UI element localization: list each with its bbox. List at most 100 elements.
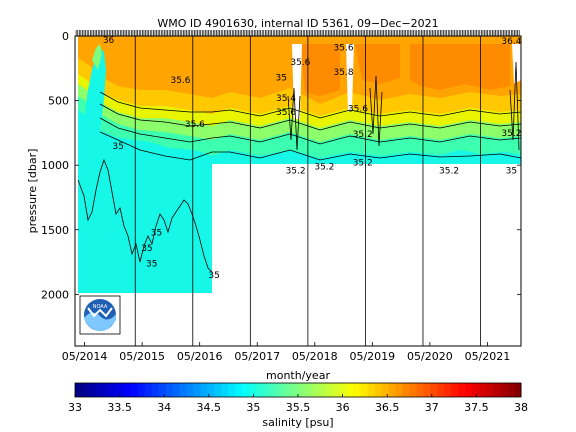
colorbar-swatch (221, 383, 229, 397)
colorbar-swatch (116, 383, 125, 397)
colorbar-tick-label: 34.5 (197, 401, 222, 414)
contour-label: 35.4 (276, 94, 296, 104)
contour-label: 35.6 (170, 76, 190, 86)
colorbar-swatches (75, 383, 522, 397)
colorbar-swatch (409, 383, 417, 397)
contour-label: 35 (141, 244, 152, 254)
contour-35-deep (77, 158, 213, 273)
contour-label: 35.2 (314, 162, 334, 172)
salty-core (92, 44, 102, 70)
contour-label: 35.2 (353, 159, 373, 169)
colorbar-tick-label: 35 (246, 401, 260, 414)
contour-label: 35.6 (334, 44, 354, 54)
colorbar-ticks: 33 33.5 34 34.5 35 35.5 36 36.5 37 37.5 38 (68, 394, 528, 414)
colorbar-swatch (277, 383, 285, 397)
colorbar-swatch (151, 383, 160, 397)
y-tick-label: 1000 (41, 159, 69, 172)
colorbar-swatch (423, 383, 431, 397)
colorbar-swatch (465, 383, 473, 397)
colorbar-swatch (514, 383, 522, 397)
contour-label: 35.2 (353, 130, 373, 140)
contour-35-8 (99, 91, 521, 119)
contour-spike (369, 75, 383, 147)
colorbar-swatch (256, 383, 264, 397)
data-gap (512, 44, 521, 84)
layer-36-4 (410, 44, 510, 90)
contour-label: 35.6 (276, 108, 296, 118)
x-axis-label: month/year (266, 369, 330, 382)
data-gap (346, 44, 354, 112)
colorbar-tick-label: 36.5 (375, 401, 400, 414)
layer-36-4 (300, 44, 340, 96)
colorbar-swatch (214, 383, 222, 397)
colorbar-swatch (416, 383, 424, 397)
x-tick-label: 05/2017 (234, 350, 280, 363)
colorbar-swatch (444, 383, 452, 397)
colorbar-tick-label: 35.5 (286, 401, 311, 414)
contour-label: 35.2 (286, 166, 306, 176)
colorbar-swatch (200, 383, 208, 397)
colorbar-swatch (325, 383, 334, 397)
colorbar-swatch (95, 383, 104, 397)
contour-label: 35.2 (439, 166, 459, 176)
colorbar-swatch (346, 383, 355, 397)
colorbar-swatch (507, 383, 515, 397)
colorbar-swatch (318, 383, 327, 397)
contour-spike (287, 87, 301, 151)
y-tick-label: 1500 (41, 224, 69, 237)
contour-label: 35 (151, 228, 162, 238)
colorbar-swatch (298, 383, 306, 397)
colorbar-swatch (360, 383, 369, 397)
colorbar-swatch (500, 383, 508, 397)
contour-label: 36 (103, 36, 115, 46)
colorbar-swatch (304, 383, 313, 397)
contour-label: 35.8 (334, 68, 354, 78)
colorbar-tick-label: 33 (68, 401, 82, 414)
contour-label: 35 (208, 271, 219, 281)
x-tick-label: 05/2020 (407, 350, 453, 363)
colorbar-swatch (186, 383, 194, 397)
x-tick-label: 05/2016 (177, 350, 223, 363)
y-axis-label: pressure [dbar] (26, 149, 39, 234)
colorbar-tick-label: 36 (336, 401, 350, 414)
contour-label: 35.6 (185, 120, 205, 130)
colorbar-swatch (486, 383, 494, 397)
colorbar-tick-label: 33.5 (107, 401, 132, 414)
x-tick-label: 05/2015 (119, 350, 165, 363)
colorbar: 33 33.5 34 34.5 35 35.5 36 36.5 37 37.5 38 salinit… (68, 382, 528, 429)
colorbar-tick-label: 34 (157, 401, 171, 414)
colorbar-swatch (284, 383, 292, 397)
contour-35-4 (99, 117, 521, 145)
colorbar-swatch (353, 383, 362, 397)
layer-36-4 (355, 44, 400, 84)
contour-label: 35 (146, 259, 157, 269)
colorbar-swatch (123, 383, 132, 397)
colorbar-swatch (179, 383, 187, 397)
colorbar-swatch (402, 383, 410, 397)
colorbar-swatch (395, 383, 404, 397)
colorbar-swatch (479, 383, 487, 397)
contour-label: 35 (506, 166, 517, 176)
colorbar-swatch (388, 383, 397, 397)
colorbar-swatch (81, 383, 90, 397)
y-tick-label: 500 (48, 95, 69, 108)
x-tick-label: 05/2018 (292, 350, 338, 363)
fresh-intrusion (80, 48, 106, 158)
y-axis: 0 500 1000 1500 2000 (41, 30, 521, 301)
colorbar-label: salinity [psu] (262, 416, 333, 429)
colorbar-swatch (332, 383, 341, 397)
colorbar-swatch (235, 383, 243, 397)
colorbar-swatch (207, 383, 215, 397)
contour-label: 35.6 (290, 58, 310, 68)
contour-labels: 36 35 35.6 35.6 35 35 35 35 35 35.4 35.6 35.2 35.6 35… (103, 36, 522, 281)
contour-35-2 (99, 131, 521, 161)
y-tick-label: 2000 (41, 288, 69, 301)
x-axis: 05/2014 05/2015 05/2016 05/2017 05/2018 05/20… (62, 342, 510, 363)
contour-label: 35.6 (348, 104, 368, 114)
colorbar-swatch (430, 383, 438, 397)
colorbar-swatch (102, 383, 111, 397)
x-tick-label: 05/2019 (349, 350, 395, 363)
contour-spike (509, 61, 520, 151)
colorbar-swatch (339, 383, 348, 397)
